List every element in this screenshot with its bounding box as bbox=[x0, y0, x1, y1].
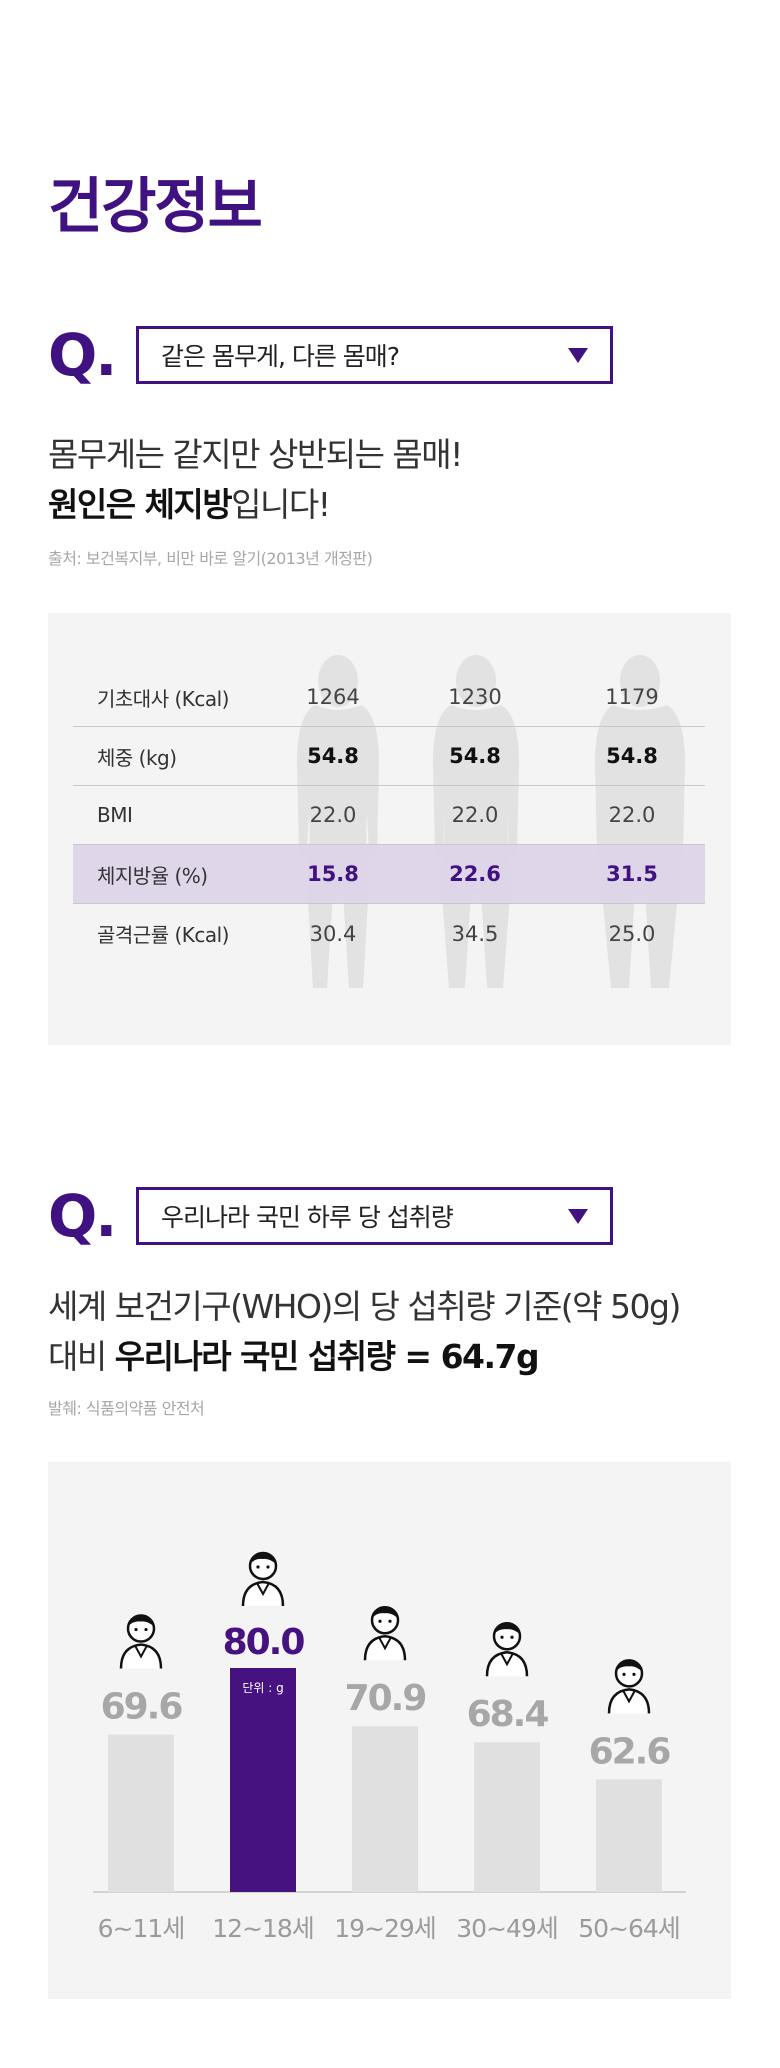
older-woman-icon bbox=[607, 1659, 651, 1714]
cell-value: 54.8 bbox=[449, 744, 501, 768]
table-row-skeletal-muscle: 골격근률 (Kcal) 30.4 34.5 25.0 bbox=[73, 904, 705, 963]
bar bbox=[352, 1726, 418, 1892]
cell-value: 22.0 bbox=[451, 803, 499, 827]
bar-value-label: 62.6 bbox=[589, 1731, 671, 1772]
dropdown-value: 같은 몸무게, 다른 몸매? bbox=[161, 342, 400, 371]
sugar-intake-bar-chart: 69.6 6~11세 80.0 12~18세 70.9 19~29세 68.4 30~49세 6… bbox=[93, 1551, 686, 1943]
question-row-sugar-intake: Q. 우리나라 국민 하루 당 섭취량 bbox=[48, 1182, 613, 1250]
bar-value-label: 70.9 bbox=[345, 1678, 426, 1719]
x-tick-label: 6~11세 bbox=[98, 1914, 185, 1943]
dropdown-value: 우리나라 국민 하루 당 섭취량 bbox=[161, 1203, 454, 1232]
cell-value: 22.0 bbox=[608, 803, 656, 827]
bar-value-label: 80.0 bbox=[223, 1622, 305, 1663]
dropdown-arrow-icon bbox=[568, 1208, 588, 1224]
row-label: BMI bbox=[97, 803, 133, 827]
lead-line1: 몸무게는 같지만 상반되는 몸매! bbox=[48, 435, 463, 474]
table-row-bmi: BMI 22.0 22.0 22.0 bbox=[73, 786, 705, 845]
q-mark: Q. bbox=[48, 1182, 117, 1250]
table-row-weight: 체중 (kg) 54.8 54.8 54.8 bbox=[73, 727, 705, 786]
cell-value: 1179 bbox=[605, 685, 659, 709]
body-composition-panel: 기초대사 (Kcal) 1264 1230 1179 체중 (kg) 54.8 … bbox=[48, 613, 731, 1045]
child-icon bbox=[119, 1614, 163, 1669]
sugar-intake-chart-panel: 69.6 6~11세 80.0 12~18세 70.9 19~29세 68.4 30~49세 6… bbox=[48, 1462, 731, 1999]
question-row-body-shape: Q. 같은 몸무게, 다른 몸매? bbox=[48, 321, 613, 389]
source-note: 발췌: 식품의약품 안전처 bbox=[48, 1399, 205, 1418]
question-dropdown-sugar-intake[interactable]: 우리나라 국민 하루 당 섭취량 bbox=[136, 1187, 613, 1245]
source-note: 출처: 보건복지부, 비만 바로 알기(2013년 개정판) bbox=[48, 549, 373, 568]
cell-value: 34.5 bbox=[451, 921, 499, 946]
young-woman-icon bbox=[363, 1605, 407, 1661]
q-mark: Q. bbox=[48, 321, 117, 389]
row-label: 체지방율 (%) bbox=[97, 863, 208, 888]
lead-line2-bold: 원인은 체지방 bbox=[48, 485, 233, 524]
x-tick-label: 19~29세 bbox=[334, 1914, 436, 1943]
row-label: 체중 (kg) bbox=[97, 745, 177, 770]
x-tick-label: 12~18세 bbox=[212, 1914, 314, 1943]
bar bbox=[596, 1779, 662, 1892]
bar bbox=[474, 1742, 540, 1892]
cell-value: 54.8 bbox=[307, 744, 359, 768]
table-row-basal-metabolism: 기초대사 (Kcal) 1264 1230 1179 bbox=[73, 668, 705, 727]
table-row-body-fat: 체지방율 (%) 15.8 22.6 31.5 bbox=[73, 845, 705, 904]
cell-value: 1230 bbox=[448, 685, 502, 709]
cell-value: 15.8 bbox=[307, 862, 359, 886]
x-tick-label: 50~64세 bbox=[578, 1914, 680, 1943]
lead-line2-bold: 우리나라 국민 섭취량 = 64.7g bbox=[114, 1337, 540, 1376]
row-label: 기초대사 (Kcal) bbox=[97, 686, 230, 711]
bar bbox=[108, 1734, 174, 1892]
body-composition-table: 기초대사 (Kcal) 1264 1230 1179 체중 (kg) 54.8 … bbox=[73, 668, 705, 963]
teen-boy-icon bbox=[241, 1551, 285, 1607]
cell-value: 31.5 bbox=[606, 862, 658, 886]
lead-line2-prefix: 대비 bbox=[48, 1337, 115, 1376]
lead-line1: 세계 보건기구(WHO)의 당 섭취량 기준(약 50g) bbox=[48, 1287, 681, 1326]
bearded-man-icon bbox=[485, 1621, 529, 1677]
cell-value: 22.6 bbox=[449, 862, 501, 886]
lead-line2-rest: 입니다! bbox=[231, 485, 331, 524]
bar-value-label: 68.4 bbox=[467, 1694, 549, 1735]
cell-value: 54.8 bbox=[606, 744, 658, 768]
section1-lead: 몸무게는 같지만 상반되는 몸매! 원인은 체지방입니다! bbox=[48, 430, 463, 530]
x-tick-label: 30~49세 bbox=[456, 1914, 558, 1943]
cell-value: 25.0 bbox=[608, 921, 656, 946]
cell-value: 22.0 bbox=[309, 803, 357, 827]
page-title: 건강정보 bbox=[48, 172, 263, 242]
bar-value-label: 69.6 bbox=[101, 1687, 183, 1728]
cell-value: 30.4 bbox=[309, 921, 357, 946]
bar bbox=[230, 1668, 296, 1892]
row-label: 골격근률 (Kcal) bbox=[97, 923, 230, 947]
dropdown-arrow-icon bbox=[568, 347, 588, 363]
unit-label: 단위 : g bbox=[242, 1681, 283, 1695]
section2-lead: 세계 보건기구(WHO)의 당 섭취량 기준(약 50g) 대비 우리나라 국민… bbox=[48, 1282, 681, 1382]
question-dropdown-body-shape[interactable]: 같은 몸무게, 다른 몸매? bbox=[136, 326, 613, 384]
cell-value: 1264 bbox=[306, 685, 360, 709]
